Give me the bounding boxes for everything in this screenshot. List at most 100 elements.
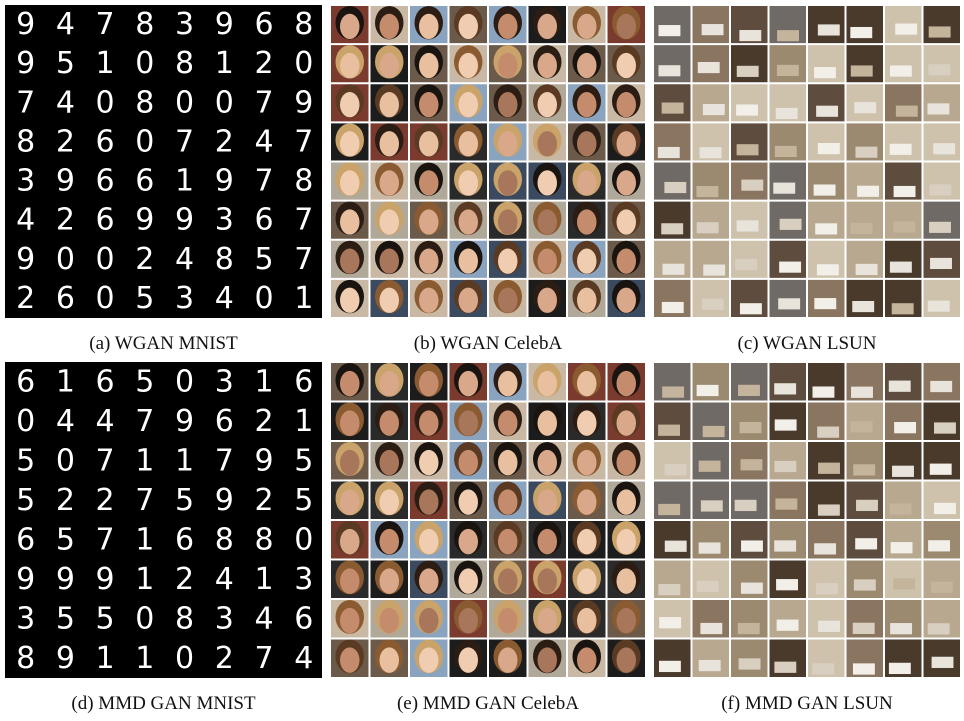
face	[498, 371, 518, 397]
face	[380, 14, 400, 39]
photo-tile	[371, 202, 409, 239]
photo-tile	[450, 561, 488, 599]
photo-tile	[808, 442, 845, 480]
bed	[741, 583, 763, 594]
tile-bg	[924, 45, 961, 82]
bed	[739, 658, 761, 669]
photo-tile	[410, 163, 448, 200]
bed	[818, 621, 840, 632]
tile-bg	[693, 561, 730, 599]
face	[419, 131, 439, 156]
photo-tile	[924, 561, 961, 599]
tile-bg	[654, 163, 691, 200]
photo-tile	[654, 123, 691, 160]
face	[459, 209, 479, 234]
photo-tile	[885, 6, 922, 43]
face	[577, 410, 597, 436]
photo-tile	[808, 123, 845, 160]
photo-tile	[608, 363, 646, 401]
photo-tile	[371, 442, 409, 480]
photo-tile	[489, 521, 527, 559]
photo-tile	[568, 123, 606, 160]
caption: (e) MMD GAN CelebA	[328, 693, 648, 715]
photo-tile	[847, 600, 884, 638]
face	[340, 410, 360, 436]
bed	[776, 108, 798, 119]
photo-tile	[450, 45, 488, 82]
bed	[699, 542, 721, 553]
face	[617, 209, 637, 234]
photo-tile	[489, 280, 527, 317]
photo-tile	[770, 84, 807, 121]
photo-tile	[331, 640, 369, 678]
photo-tile	[371, 84, 409, 121]
photo-tile	[731, 600, 768, 638]
bed	[818, 143, 840, 154]
photo-tile	[731, 363, 768, 401]
tile-bg	[731, 640, 768, 678]
tile-bg	[654, 45, 691, 82]
bed	[698, 62, 720, 73]
bed	[890, 144, 912, 155]
face	[498, 450, 518, 476]
photo-tile	[808, 482, 845, 520]
photo-tile	[568, 163, 606, 200]
photo-tile	[885, 45, 922, 82]
photo-tile	[885, 163, 922, 200]
background	[5, 5, 322, 318]
photo-tile	[885, 600, 922, 638]
face	[617, 608, 637, 634]
face	[617, 647, 637, 673]
bed	[658, 584, 680, 595]
face	[617, 529, 637, 555]
photo-tile	[450, 363, 488, 401]
face	[577, 647, 597, 673]
face	[380, 170, 400, 195]
photo-tile	[770, 6, 807, 43]
bed	[658, 425, 680, 436]
bed	[851, 65, 873, 76]
photo-tile	[654, 84, 691, 121]
photo-tile	[489, 442, 527, 480]
photo-tile	[654, 521, 691, 559]
bed	[928, 64, 950, 75]
tile-bg	[808, 123, 845, 160]
face	[459, 489, 479, 515]
photo-tile	[808, 403, 845, 441]
face	[340, 371, 360, 397]
photo-tile	[450, 442, 488, 480]
bed	[662, 386, 684, 397]
photo-tile	[654, 280, 691, 317]
bed	[894, 422, 916, 433]
face	[380, 249, 400, 274]
bed	[737, 144, 759, 155]
bed	[814, 184, 836, 195]
bed	[892, 303, 914, 314]
photo-tile	[331, 280, 369, 317]
bed	[932, 657, 954, 668]
tile-bg	[924, 202, 961, 239]
face	[617, 568, 637, 594]
photo-tile	[489, 640, 527, 678]
tile-bg	[885, 45, 922, 82]
face	[617, 92, 637, 117]
photo-tile	[654, 403, 691, 441]
bed	[933, 143, 955, 154]
photo-tile	[693, 6, 730, 43]
photo-tile	[331, 123, 369, 160]
face	[419, 288, 439, 313]
bed	[855, 147, 877, 158]
face	[538, 53, 558, 78]
photo-tile	[371, 280, 409, 317]
photo-tile	[410, 640, 448, 678]
bed	[738, 623, 760, 634]
tile-bg	[885, 202, 922, 239]
photo-tile	[731, 241, 768, 278]
face	[380, 131, 400, 156]
photo-tile	[693, 123, 730, 160]
photo-tile	[568, 442, 606, 480]
bed	[702, 24, 724, 35]
photo-tile	[770, 521, 807, 559]
face	[577, 53, 597, 78]
